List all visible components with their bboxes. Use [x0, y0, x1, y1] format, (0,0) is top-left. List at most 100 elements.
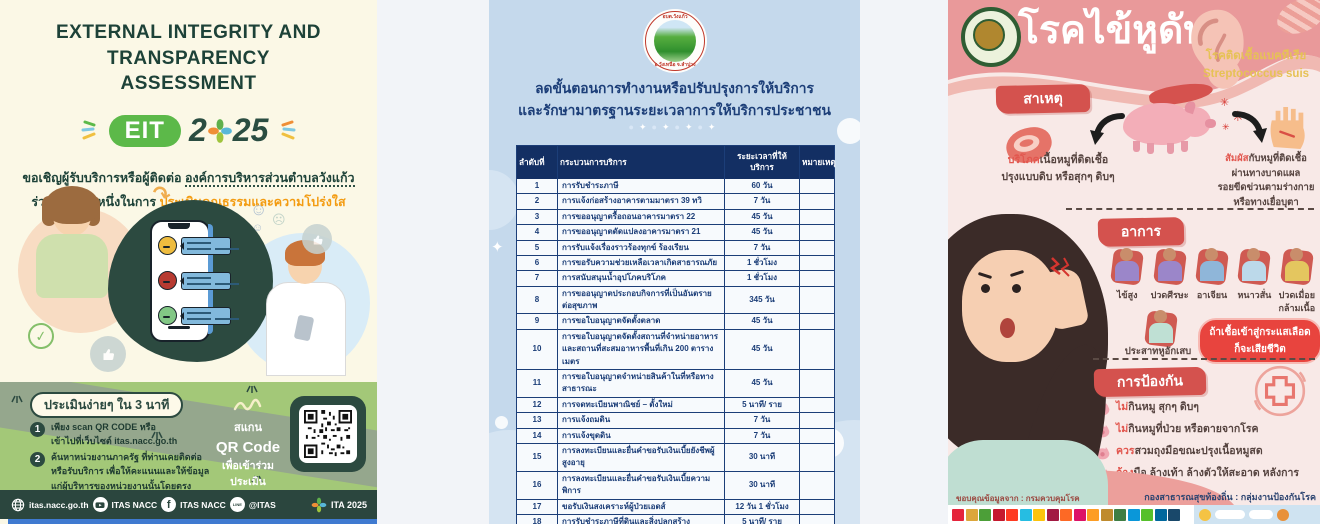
table-row: 16 การลงทะเบียนและยื่นคำขอรับเงินเบี้ยคว…: [517, 471, 834, 499]
cell-note: [800, 209, 834, 225]
qr-label-scan: สแกน: [234, 422, 262, 434]
cell-service: การแจ้งก่อสร้างอาคารตามมาตรา 39 ทวิ: [558, 194, 724, 209]
decor-glyph: ●: [628, 122, 639, 132]
table-row: 8 การขออนุญาตประกอบกิจการที่เป็นอันตรายต…: [517, 286, 834, 314]
chat-bubble-icon: [180, 236, 231, 255]
cell-note: [800, 444, 834, 471]
cell-service: การลงทะเบียนและยื่นคำขอรับเงินเบี้ยยังชี…: [558, 444, 724, 471]
cell-note: [800, 370, 834, 397]
decor-glyph: ●: [674, 122, 685, 132]
frowny-face-icon: ☹: [272, 212, 286, 227]
table-row: 2 การแจ้งก่อสร้างอาคารตามมาตรา 39 ทวิ 7 …: [517, 194, 834, 209]
emoji-face-icon: [158, 306, 177, 325]
cell-note: [800, 271, 834, 286]
table-row: 6 การขอรับความช่วยเหลือเวลาเกิดสาธารณภัย…: [517, 255, 834, 271]
sdg-tile: [1141, 508, 1153, 521]
cell-no: 2: [517, 194, 557, 209]
table-row: 5 การรับแจ้งเรื่องราวร้องทุกข์ ร้องเรียน…: [517, 240, 834, 255]
cause-left-line1: บริโภคเนื้อหมูที่ติดเชื้อ: [976, 152, 1140, 169]
footer-line: LINE @ITAS: [229, 497, 276, 512]
section-label-causes: สาเหตุ: [995, 84, 1091, 114]
partner-logo: [1215, 510, 1245, 519]
sdg-tile: [1154, 508, 1167, 521]
ita-2025-label: ITA 2025: [330, 499, 367, 510]
qr-scan-labels: สแกน QR Code เพื่อเข้าร่วมประเมิน: [206, 396, 290, 490]
cell-note: [800, 255, 834, 271]
footer-youtube: ITAS NACC: [92, 497, 157, 512]
partner-logo: [1199, 508, 1211, 521]
cell-note: [800, 314, 834, 329]
invite-line1: ขอเชิญผู้รับบริการหรือผู้ติดต่อ องค์การบ…: [0, 167, 377, 191]
sdg-tile: [965, 508, 978, 521]
cell-duration: 7 วัน: [725, 240, 799, 255]
sdg-tiles: [948, 508, 1180, 521]
woman-figure-hair: [45, 186, 99, 224]
sdg-tile: [1073, 508, 1086, 521]
table-row: 4 การขออนุญาตดัดแปลงอาคารมาตรา 21 45 วัน: [517, 225, 834, 240]
prevention-rest: กินหมูที่ป่วย หรือตายจากโรค: [1128, 423, 1259, 435]
table-row: 9 การขอใบอนุญาตจัดตั้งตลาด 45 วัน: [517, 314, 834, 329]
prevention-item: ไม่กินหมูที่ป่วย หรือตายจากโรค: [1094, 422, 1316, 438]
seal-landscape: [654, 20, 696, 62]
decor-glyph: ✦: [661, 122, 675, 132]
col-header-service: กระบวนการบริการ: [558, 146, 724, 179]
sdg-tile: [952, 508, 964, 521]
disease-subtitle: โรคติดเชื้อแบคทีเรีย Streptococcus suis: [1200, 47, 1312, 84]
prevention-text: ไม่กินหมูที่ป่วย หรือตายจากโรค: [1116, 422, 1259, 438]
cell-service: การขอใบอนุญาตจัดตั้งสถานที่จำหน่ายอาหาร …: [558, 329, 724, 370]
subtitle-line1: โรคติดเชื้อแบคทีเรีย: [1205, 50, 1307, 62]
ita-flower-icon: [207, 119, 232, 143]
footer-facebook: f ITAS NACC: [161, 497, 226, 512]
partner-logo: [1277, 508, 1289, 521]
symptom-item: ปวดศีรษะ: [1148, 246, 1190, 315]
footer-line-label: @ITAS: [248, 499, 276, 510]
eit-year-left: 2: [188, 112, 207, 149]
cell-no: 14: [517, 428, 557, 443]
symptom-extra-label: ประสาทหูอักเสบ: [1124, 346, 1192, 357]
cell-note: [800, 397, 834, 413]
cell-duration: 30 นาที: [725, 471, 799, 499]
table-row: 11 การขอใบอนุญาตจำหน่ายสินค้าในที่หรือทา…: [517, 370, 834, 397]
cell-no: 10: [517, 329, 557, 370]
qr-label-qrcode: QR Code: [215, 438, 281, 456]
seal-text-bottom: อ.วังเหนือ จ.ลำปาง: [654, 62, 696, 68]
cell-no: 12: [517, 397, 557, 413]
bottom-blue-strip: [8, 519, 377, 524]
sick-person-icon: [1110, 246, 1145, 286]
step-line: เข้าไปที่เว็บไซต์ itas.nacc.go.th: [51, 436, 178, 447]
cell-duration: 5 นาที/ ราย: [725, 514, 799, 524]
table-row: 14 การแจ้งขุดดิน 7 วัน: [517, 428, 834, 443]
pig-icon: [1123, 79, 1218, 157]
table-header-row: ลำดับที่ กระบวนการบริการ ระยะเวลาที่ให้บ…: [517, 146, 836, 179]
step-line: แก่ผู้บริหารของหน่วยงานนั้นโดยตรง: [51, 480, 192, 490]
cause-left-rest: เนื้อหมูที่ติดเชื้อ: [1039, 154, 1109, 166]
feedback-row: [158, 271, 231, 290]
symptoms-row: ไข้สูง ปวดศีรษะ: [1106, 246, 1318, 315]
woman-ear-pain-figure: [948, 214, 1124, 524]
cell-no: 15: [517, 444, 557, 471]
table-row: 13 การแจ้งถมดิน 7 วัน: [517, 413, 834, 428]
symptom-label: ไข้สูง: [1116, 290, 1138, 300]
cell-no: 6: [517, 255, 557, 271]
cell-duration: 1 ชั่วโมง: [725, 271, 799, 286]
thumbs-up-icon: [90, 336, 126, 372]
cell-duration: 1 ชั่วโมง: [725, 255, 799, 271]
virus-icon: ✳: [1222, 122, 1230, 132]
footer-facebook-label: ITAS NACC: [180, 499, 226, 510]
sdg-tile: [1006, 508, 1018, 521]
qr-pattern-icon: [304, 410, 352, 458]
section-label-prevention: การป้องกัน: [1093, 366, 1207, 398]
sdg-tile: [1114, 508, 1126, 521]
feedback-row: [158, 236, 231, 255]
cell-note: [800, 471, 834, 499]
eit-2025-logo: EIT 2 25: [0, 109, 377, 153]
cell-no: 7: [517, 271, 557, 286]
step-line: ค้นหาหน่วยงานภาครัฐ ที่ท่านเคยติดต่อ: [51, 452, 202, 462]
sdg-logo-strip: [948, 505, 1320, 524]
sparkle-right-icon: [281, 120, 296, 140]
squiggle-icon: [233, 398, 262, 411]
cell-duration: 45 วัน: [725, 225, 799, 240]
seal-text-top: อบต.วังแก้ว: [662, 14, 688, 20]
cell-note: [800, 413, 834, 428]
ita-flower-icon: [311, 497, 327, 512]
